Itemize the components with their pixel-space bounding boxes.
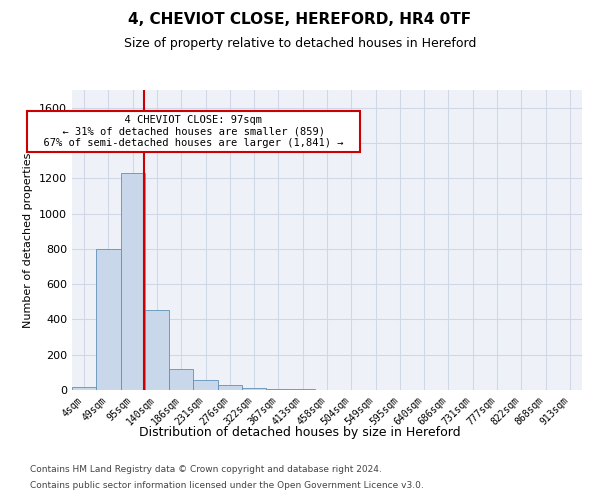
Y-axis label: Number of detached properties: Number of detached properties: [23, 152, 34, 328]
Bar: [218, 385, 242, 390]
Bar: [121, 173, 145, 390]
Bar: [193, 380, 218, 390]
Bar: [242, 388, 266, 390]
Bar: [96, 249, 121, 390]
Text: Size of property relative to detached houses in Hereford: Size of property relative to detached ho…: [124, 38, 476, 51]
Text: 4, CHEVIOT CLOSE, HEREFORD, HR4 0TF: 4, CHEVIOT CLOSE, HEREFORD, HR4 0TF: [128, 12, 472, 28]
Bar: [266, 389, 290, 390]
Bar: [145, 310, 169, 390]
Text: Contains HM Land Registry data © Crown copyright and database right 2024.: Contains HM Land Registry data © Crown c…: [30, 466, 382, 474]
Bar: [72, 387, 96, 390]
Text: Contains public sector information licensed under the Open Government Licence v3: Contains public sector information licen…: [30, 480, 424, 490]
Text: 4 CHEVIOT CLOSE: 97sqm  
  ← 31% of detached houses are smaller (859)  
  67% of: 4 CHEVIOT CLOSE: 97sqm ← 31% of detached…: [31, 114, 356, 148]
Bar: [169, 369, 193, 390]
Text: Distribution of detached houses by size in Hereford: Distribution of detached houses by size …: [139, 426, 461, 439]
